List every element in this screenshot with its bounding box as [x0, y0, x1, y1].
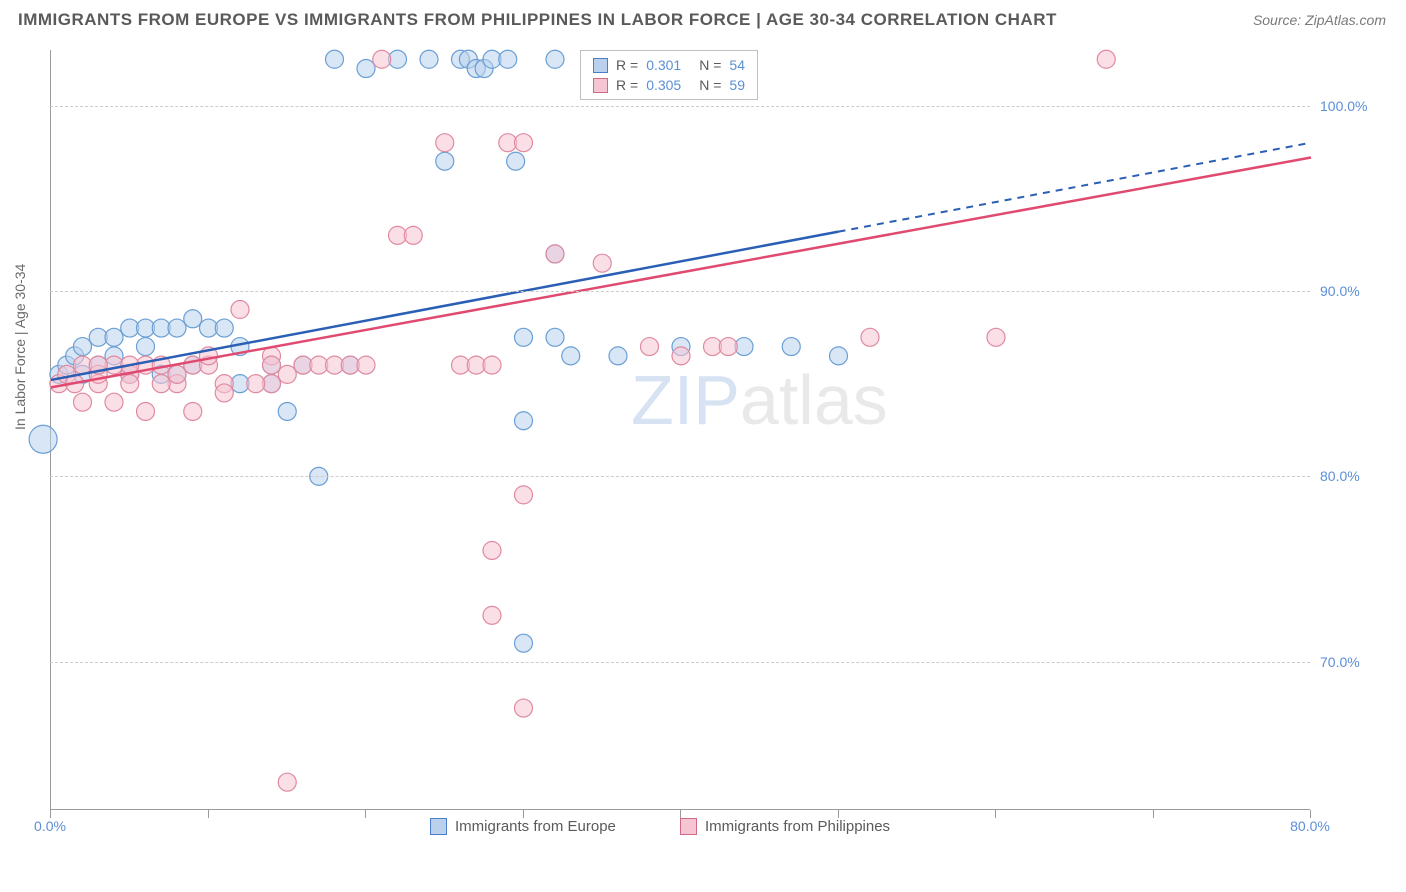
legend-n-value: 54 — [729, 57, 745, 73]
scatter-point — [483, 356, 501, 374]
x-tick — [208, 810, 209, 818]
trend-line-dashed — [839, 143, 1312, 232]
x-tick — [1310, 810, 1311, 818]
scatter-point — [121, 375, 139, 393]
x-tick — [523, 810, 524, 818]
scatter-point — [74, 393, 92, 411]
legend-swatch — [593, 78, 608, 93]
legend-swatch — [680, 818, 697, 835]
legend-r-value: 0.301 — [646, 57, 681, 73]
scatter-point — [357, 356, 375, 374]
scatter-point — [231, 301, 249, 319]
scatter-point — [278, 402, 296, 420]
legend-r-label: R = — [616, 77, 638, 93]
scatter-point — [357, 60, 375, 78]
x-tick — [50, 810, 51, 818]
scatter-point — [515, 134, 533, 152]
scatter-point — [562, 347, 580, 365]
x-tick — [1153, 810, 1154, 818]
legend-n-value: 59 — [729, 77, 745, 93]
scatter-point — [672, 347, 690, 365]
x-tick-label: 0.0% — [34, 818, 66, 834]
scatter-point — [215, 384, 233, 402]
scatter-point — [546, 245, 564, 263]
scatter-point — [436, 152, 454, 170]
scatter-point — [420, 50, 438, 68]
scatter-point — [499, 50, 517, 68]
scatter-point — [719, 338, 737, 356]
legend-row: R = 0.301 N = 54 — [593, 55, 745, 75]
scatter-point — [546, 50, 564, 68]
gridline — [50, 662, 1310, 663]
scatter-point — [436, 134, 454, 152]
gridline — [50, 476, 1310, 477]
scatter-point — [168, 319, 186, 337]
scatter-point — [184, 402, 202, 420]
scatter-point — [861, 328, 879, 346]
y-tick-label: 80.0% — [1320, 468, 1360, 484]
scatter-point — [515, 699, 533, 717]
source-label: Source: ZipAtlas.com — [1253, 12, 1386, 28]
y-tick-label: 100.0% — [1320, 98, 1367, 114]
scatter-point — [247, 375, 265, 393]
y-axis-label: In Labor Force | Age 30-34 — [12, 264, 28, 430]
scatter-point — [29, 425, 57, 453]
scatter-point — [373, 50, 391, 68]
scatter-point — [546, 328, 564, 346]
scatter-point — [168, 365, 186, 383]
legend-swatch — [593, 58, 608, 73]
scatter-point — [137, 338, 155, 356]
x-tick — [365, 810, 366, 818]
scatter-point — [278, 773, 296, 791]
scatter-point — [593, 254, 611, 272]
scatter-point — [609, 347, 627, 365]
legend-item-series-1: Immigrants from Europe — [430, 818, 616, 835]
scatter-point — [515, 412, 533, 430]
scatter-point — [483, 606, 501, 624]
scatter-point — [184, 310, 202, 328]
scatter-point — [515, 328, 533, 346]
legend-swatch — [430, 818, 447, 835]
scatter-point — [263, 356, 281, 374]
chart-plot-area: ZIPatlas — [50, 50, 1310, 810]
gridline — [50, 106, 1310, 107]
legend-r-label: R = — [616, 57, 638, 73]
scatter-point — [137, 402, 155, 420]
scatter-point — [515, 634, 533, 652]
scatter-point — [404, 226, 422, 244]
x-tick — [995, 810, 996, 818]
scatter-point — [641, 338, 659, 356]
scatter-point — [152, 375, 170, 393]
legend-n-label: N = — [699, 57, 721, 73]
legend-item-series-2: Immigrants from Philippines — [680, 818, 890, 835]
scatter-plot-svg — [51, 50, 1311, 810]
trend-line — [51, 232, 839, 380]
scatter-point — [1097, 50, 1115, 68]
legend-n-label: N = — [699, 77, 721, 93]
scatter-point — [215, 319, 233, 337]
y-tick-label: 90.0% — [1320, 283, 1360, 299]
gridline — [50, 291, 1310, 292]
x-tick-label: 80.0% — [1290, 818, 1330, 834]
scatter-point — [515, 486, 533, 504]
scatter-point — [105, 328, 123, 346]
x-tick — [838, 810, 839, 818]
legend-row: R = 0.305 N = 59 — [593, 75, 745, 95]
x-tick — [680, 810, 681, 818]
scatter-point — [278, 365, 296, 383]
y-tick-label: 70.0% — [1320, 654, 1360, 670]
scatter-point — [74, 338, 92, 356]
scatter-point — [987, 328, 1005, 346]
chart-title: IMMIGRANTS FROM EUROPE VS IMMIGRANTS FRO… — [18, 10, 1057, 30]
scatter-point — [105, 393, 123, 411]
scatter-point — [326, 50, 344, 68]
scatter-point — [483, 541, 501, 559]
correlation-legend-box: R = 0.301 N = 54 R = 0.305 N = 59 — [580, 50, 758, 100]
legend-r-value: 0.305 — [646, 77, 681, 93]
scatter-point — [507, 152, 525, 170]
legend-series-name: Immigrants from Europe — [455, 818, 616, 835]
legend-series-name: Immigrants from Philippines — [705, 818, 890, 835]
scatter-point — [830, 347, 848, 365]
scatter-point — [782, 338, 800, 356]
